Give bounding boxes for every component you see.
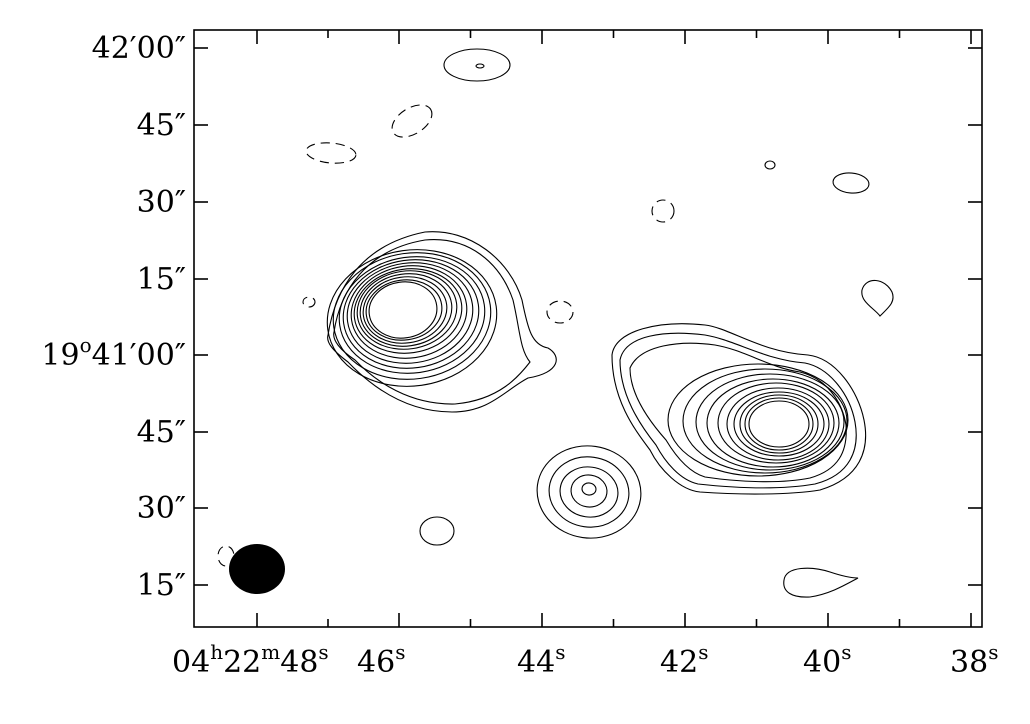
source1-contour-0 (326, 249, 498, 387)
source2-contour-outer-2 (629, 342, 847, 483)
x-tick-label-3: 42s (660, 640, 708, 680)
negative-contour-1 (391, 104, 433, 138)
source2-contour-3 (706, 378, 840, 468)
isolated-contour-bottom-right (783, 567, 859, 598)
source1-contour-7 (356, 270, 458, 350)
beam-ellipse (229, 544, 285, 594)
isolated-contour-right-mid (861, 279, 894, 317)
source1-contour-4 (346, 262, 474, 364)
source2-contour-7 (739, 394, 819, 454)
y-tick-label-5: 45″ (137, 415, 186, 450)
source1-contour-1 (332, 252, 492, 380)
x-tick-labels: 04h22m48s 46s 44s 42s 40s 38s (172, 640, 998, 680)
source1-contour-8 (359, 273, 453, 347)
y-tick-label-0: 42′00″ (92, 31, 186, 66)
source1-contour-2 (338, 256, 486, 374)
source2-contour-outer-0 (611, 323, 867, 495)
x-tick-label-0: 04h22m48s (172, 640, 329, 680)
source1-contour-9 (362, 276, 448, 344)
source1-contour-11 (368, 281, 438, 339)
source1-contour-5 (350, 265, 468, 359)
isolated-contour-right-upper (832, 172, 870, 194)
y-tick-label-1: 45″ (137, 108, 186, 143)
source3-contour-0 (536, 445, 642, 539)
axis-ticks (194, 30, 982, 627)
source1-contour-3 (342, 259, 480, 369)
x-tick-label-5: 38s (950, 640, 998, 680)
source3-contour-4 (581, 482, 597, 496)
source2-contour-6 (733, 391, 825, 457)
source2-contour-5 (726, 387, 830, 461)
y-tick-label-4: 19o41′00″ (41, 333, 186, 373)
negative-contour-3 (651, 199, 675, 223)
isolated-contour-top-inner (475, 63, 485, 69)
x-tick-label-2: 44s (517, 640, 565, 680)
source2-contour-9 (748, 400, 810, 448)
isolated-contour-top (443, 48, 511, 82)
y-tick-labels: 42′00″ 45″ 30″ 15″ 19o41′00″ 45″ 30″ 15″ (41, 31, 186, 603)
source2-contour-8 (744, 397, 814, 451)
source2-contour-outer-1 (619, 332, 857, 489)
y-tick-label-3: 15″ (137, 262, 186, 297)
source2-contour-0 (667, 363, 849, 477)
isolated-contour-bottom (419, 516, 455, 546)
source1-contour-6 (353, 268, 463, 354)
negative-contour-2 (305, 142, 357, 164)
plot-frame (193, 29, 983, 628)
x-tick-label-1: 46s (357, 640, 405, 680)
source2-contour-1 (682, 368, 848, 474)
source3-contour-1 (548, 456, 630, 528)
source2-contour-4 (717, 382, 835, 464)
contours (217, 48, 894, 598)
negative-contour-5 (302, 296, 316, 308)
y-tick-label-6: 30″ (137, 491, 186, 526)
source3-contour-3 (570, 474, 608, 508)
y-tick-label-7: 15″ (137, 568, 186, 603)
source1-contour-10 (365, 279, 443, 341)
isolated-contour-small (764, 160, 776, 170)
negative-contour-4 (546, 300, 574, 324)
source1-contour-outer-0 (327, 231, 557, 413)
source3-contour-2 (559, 466, 619, 518)
x-tick-label-4: 40s (803, 640, 851, 680)
y-tick-label-2: 30″ (137, 185, 186, 220)
source2-contour-2 (695, 373, 845, 471)
